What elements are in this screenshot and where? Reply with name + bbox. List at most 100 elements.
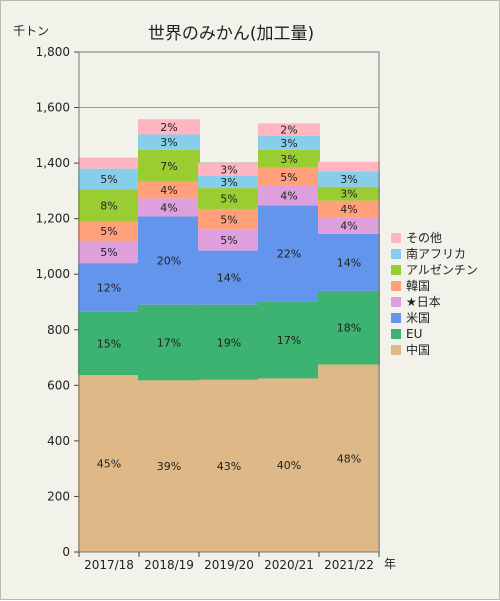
- bar-segment: [258, 167, 320, 186]
- x-tick-label: 2020/21: [264, 558, 314, 572]
- bar-segment: [138, 134, 200, 150]
- data-label: 3%: [220, 176, 237, 189]
- bar-segment: [258, 185, 320, 206]
- bar-segment: [198, 208, 260, 230]
- bar-segment: [318, 171, 380, 187]
- legend-label: ★日本: [406, 295, 441, 309]
- legend-label: アルゼンチン: [406, 263, 478, 277]
- data-label: 12%: [97, 281, 121, 294]
- legend-swatch: [391, 233, 401, 243]
- bar-segment: [138, 216, 200, 305]
- bar-segment: [138, 380, 200, 552]
- chart-title: 世界のみかん(加工量): [148, 24, 314, 44]
- y-tick-label: 1,400: [36, 156, 70, 170]
- y-tick-label: 800: [47, 323, 70, 337]
- legend-label: 中国: [406, 342, 430, 357]
- data-label: 5%: [220, 234, 237, 247]
- data-label: 14%: [337, 256, 361, 269]
- data-label: 3%: [220, 163, 237, 176]
- data-label: 5%: [100, 173, 117, 186]
- data-label: 40%: [277, 459, 301, 472]
- legend-label: その他: [406, 231, 442, 245]
- data-label: 3%: [280, 153, 297, 166]
- legend-label: 米国: [406, 311, 430, 325]
- data-label: 39%: [157, 460, 181, 473]
- bar-segment: [138, 198, 200, 217]
- bar-segment: [258, 301, 320, 379]
- legend-swatch: [391, 281, 401, 291]
- data-label: 4%: [160, 184, 177, 197]
- data-label: 48%: [337, 452, 361, 465]
- data-label: 4%: [340, 203, 357, 216]
- x-tick-label: 2018/19: [144, 558, 194, 572]
- data-label: 5%: [220, 193, 237, 206]
- data-label: 3%: [280, 137, 297, 150]
- bar-segment: [258, 378, 320, 552]
- data-label: 22%: [277, 247, 301, 260]
- x-tick-label: 2021/22: [324, 558, 374, 572]
- x-tick-label: 2017/18: [84, 558, 134, 572]
- y-tick-label: 1,600: [36, 101, 70, 115]
- y-axis-unit-label: 千トン: [13, 24, 49, 38]
- legend-swatch: [391, 297, 401, 307]
- bar-segment: [78, 189, 140, 222]
- bar-segment: [258, 149, 320, 168]
- bar-segment: [318, 290, 380, 365]
- bar-segment: [78, 168, 140, 190]
- data-label: 20%: [157, 255, 181, 268]
- y-tick-label: 1,200: [36, 212, 70, 226]
- bar-segment: [78, 221, 140, 241]
- data-label: 7%: [160, 160, 177, 173]
- bar-segment: [78, 157, 140, 169]
- bar-segment: [138, 149, 200, 182]
- legend-label: EU: [406, 327, 422, 341]
- bar-segment: [198, 304, 260, 380]
- data-label: 5%: [220, 213, 237, 226]
- data-label: 2%: [280, 124, 297, 137]
- data-label: 15%: [97, 337, 121, 350]
- data-label: 5%: [100, 225, 117, 238]
- data-label: 19%: [217, 336, 241, 349]
- data-label: 3%: [160, 136, 177, 149]
- y-tick-label: 1,000: [36, 267, 70, 281]
- legend-swatch: [391, 329, 401, 339]
- plot-area-border: [78, 51, 380, 553]
- y-tick-label: 200: [47, 489, 70, 503]
- bar-segment: [78, 375, 140, 552]
- y-tick-label: 0: [62, 545, 70, 559]
- bar-segment: [198, 188, 260, 209]
- bar-segment: [318, 186, 380, 201]
- bar-segment: [258, 123, 320, 136]
- bar-segment: [198, 379, 260, 552]
- data-label: 18%: [337, 322, 361, 335]
- data-label: 4%: [160, 201, 177, 214]
- bar-segment: [318, 200, 380, 218]
- bar-segment: [318, 217, 380, 234]
- x-tick-label: 2019/20: [204, 558, 254, 572]
- bar-segment: [318, 161, 380, 172]
- y-tick-label: 1,800: [36, 45, 70, 59]
- data-label: 4%: [280, 190, 297, 203]
- bar-segment: [198, 175, 260, 189]
- legend-swatch: [391, 345, 401, 355]
- legend-swatch: [391, 313, 401, 323]
- data-label: 8%: [100, 199, 117, 212]
- bar-segment: [78, 240, 140, 264]
- bar-segment: [198, 229, 260, 251]
- data-label: 5%: [100, 246, 117, 259]
- bar-segment: [138, 181, 200, 199]
- data-label: 43%: [217, 460, 241, 473]
- data-label: 2%: [160, 121, 177, 134]
- bar-segment: [198, 250, 260, 305]
- data-label: 17%: [277, 334, 301, 347]
- bar-segment: [138, 304, 200, 381]
- bar-segment: [258, 205, 320, 302]
- legend-swatch: [391, 249, 401, 259]
- data-label: 5%: [280, 171, 297, 184]
- legend-label: 南アフリカ: [406, 246, 466, 261]
- bar-segment: [318, 364, 380, 552]
- legend-swatch: [391, 265, 401, 275]
- bar-segment: [198, 163, 260, 176]
- bar-segment: [78, 263, 140, 312]
